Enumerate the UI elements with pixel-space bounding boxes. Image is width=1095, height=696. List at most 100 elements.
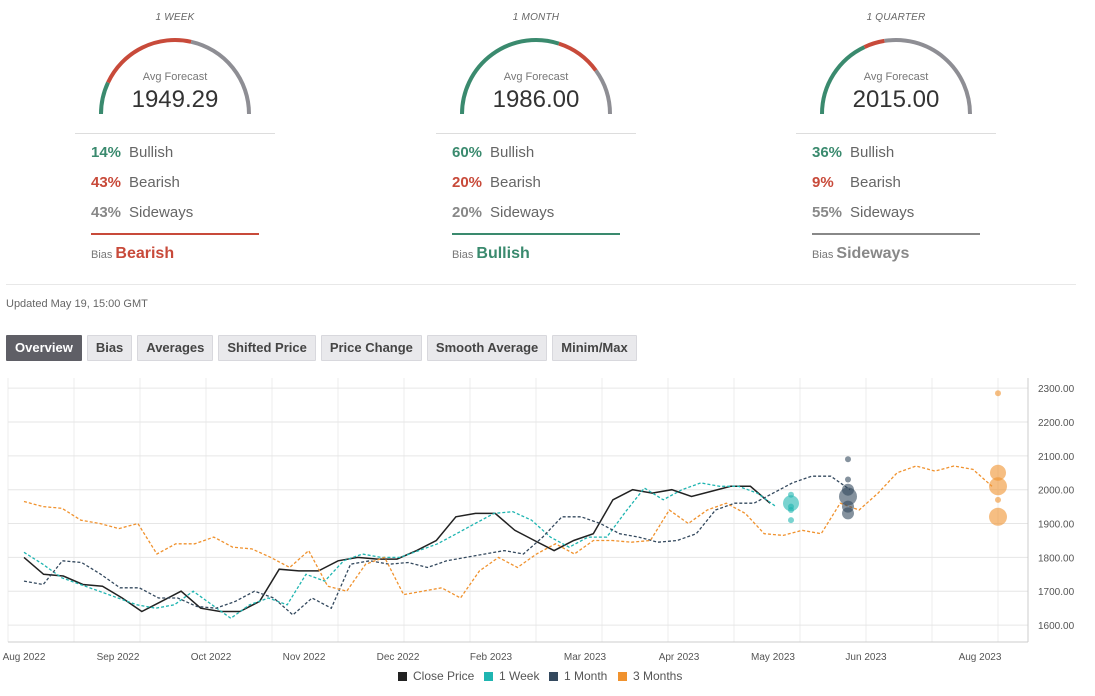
x-tick-label: Oct 2022 [191,652,232,663]
legend-label: Close Price [413,669,475,683]
forecast-point [845,456,851,463]
period-label: 1 QUARTER [866,12,926,23]
y-tick-label: 2100.00 [1038,452,1075,463]
sentiment-row-bullish: 36% Bullish [812,144,894,161]
tab-shifted-price[interactable]: Shifted Price [218,335,316,361]
card-separator [436,133,636,134]
sentiment-label: Sideways [850,204,915,221]
forecast-point [788,491,794,498]
x-tick-label: Mar 2023 [564,652,607,663]
legend-swatch [484,672,493,681]
chart-tabs: Overview Bias Averages Shifted Price Price C… [6,335,637,361]
bias-indicator: Bias Bearish [91,245,174,263]
avg-forecast-value: 1986.00 [492,86,580,113]
y-tick-label: 2300.00 [1038,384,1075,395]
sentiment-percent: 43% [91,204,122,221]
bias-value: Bullish [476,245,530,262]
gauge-segment-bearish [558,41,598,72]
sentiment-percent: 14% [91,144,122,161]
forecast-point [845,476,851,483]
sentiment-row-bullish: 60% Bullish [452,144,534,161]
sentiment-row-sideways: 55% Sideways [812,204,914,221]
tab-averages[interactable]: Averages [137,335,214,361]
forecast-gauge [460,38,612,115]
forecast-point [995,390,1001,397]
sentiment-percent: 20% [452,204,483,221]
x-tick-label: Sep 2022 [97,652,140,663]
x-tick-label: May 2023 [751,652,795,663]
legend-swatch [549,672,558,681]
forecast-point [842,507,854,520]
x-tick-label: Aug 2022 [3,652,46,663]
sentiment-row-sideways: 43% Sideways [91,204,193,221]
card-separator [75,133,275,134]
forecast-card-week: 1 WEEK Avg Forecast 1949.29 14% Bullish 43% Be… [75,0,275,270]
y-tick-label: 2200.00 [1038,418,1075,429]
sentiment-label: Bearish [129,174,180,191]
sentiment-row-bearish: 20% Bearish [452,174,541,191]
forecast-gauge [99,38,251,115]
bias-prefix: Bias [91,249,113,261]
sentiment-label: Bullish [850,144,895,161]
y-tick-label: 1900.00 [1038,520,1075,531]
x-tick-label: Aug 2023 [959,652,1002,663]
bias-underline [452,233,620,235]
forecast-chart: 1600.00 1700.00 1800.00 1900.00 2000.00 2100.… [3,378,1075,683]
forecast-point [839,487,857,506]
legend-swatch [618,672,627,681]
series-line-1-month [23,475,851,616]
period-label: 1 MONTH [512,12,560,23]
gauge-segment-bearish [106,38,192,84]
bias-prefix: Bias [452,249,474,261]
forecast-point [989,507,1007,526]
bias-indicator: Bias Sideways [812,245,909,263]
gauge-segment-bullish [99,81,110,115]
card-separator [796,133,996,134]
avg-forecast-value: 1949.29 [131,86,219,113]
sentiment-row-bearish: 9% Bearish [812,174,901,191]
section-divider [6,284,1076,285]
tab-smooth-average[interactable]: Smooth Average [426,335,548,361]
legend-swatch [398,672,407,681]
period-label: 1 WEEK [155,12,195,23]
y-tick-label: 1800.00 [1038,553,1075,564]
sentiment-row-bullish: 14% Bullish [91,144,173,161]
avg-forecast-value: 2015.00 [852,86,940,113]
sentiment-label: Bearish [850,174,901,191]
y-tick-label: 1600.00 [1038,621,1075,632]
x-tick-label: Dec 2022 [377,652,420,663]
avg-forecast-label: Avg Forecast [863,71,929,83]
legend-label: 3 Months [633,669,682,683]
forecast-point [788,517,794,524]
bias-underline [812,233,980,235]
x-tick-label: Jun 2023 [845,652,887,663]
sentiment-label: Bullish [129,144,174,161]
sentiment-percent: 20% [452,174,483,191]
tab-price-change[interactable]: Price Change [320,335,422,361]
sentiment-row-sideways: 20% Sideways [452,204,554,221]
forecast-point [783,495,799,512]
legend-label: 1 Month [564,669,607,683]
tab-minim-max[interactable]: Minim/Max [552,335,637,361]
bias-value: Sideways [836,245,910,262]
gauge-segment-sideways [884,38,972,115]
x-tick-label: Nov 2022 [283,652,326,663]
gauge-segment-bearish [863,38,885,49]
gauge-segment-bullish [460,38,560,115]
sentiment-label: Sideways [490,204,555,221]
series-line-1-week [23,482,777,620]
avg-forecast-label: Avg Forecast [503,71,569,83]
sentiment-label: Bullish [490,144,535,161]
sentiment-percent: 43% [91,174,122,191]
bias-prefix: Bias [812,249,834,261]
y-tick-label: 2000.00 [1038,486,1075,497]
sentiment-label: Sideways [129,204,194,221]
bias-underline [91,233,259,235]
forecast-gauge [820,38,972,115]
x-tick-label: Feb 2023 [470,652,513,663]
sentiment-label: Bearish [490,174,541,191]
sentiment-percent: 36% [812,144,843,161]
tab-bias[interactable]: Bias [86,335,133,361]
forecast-point [989,477,1007,496]
tab-overview[interactable]: Overview [6,335,82,361]
